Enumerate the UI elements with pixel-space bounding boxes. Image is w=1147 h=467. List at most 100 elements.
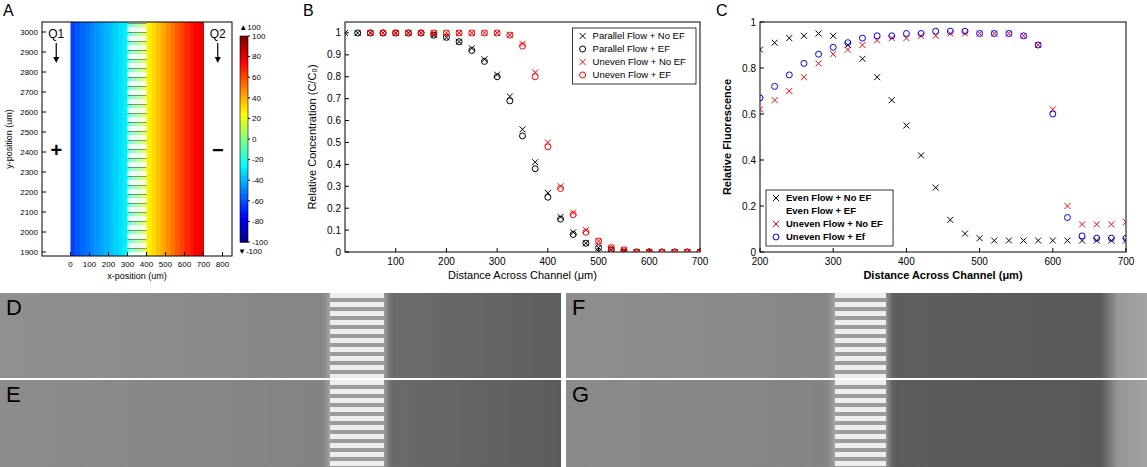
membrane-stripes [128,22,147,256]
y-tick-label: 0.4 [742,155,756,166]
x-tick [146,252,147,256]
legend-label: Parallel Flow + No EF [593,30,685,41]
axes: 0100200300400500600700800190020002100220… [4,22,232,281]
point [659,249,665,252]
y-axis-title: Relative Fluorescence [721,79,733,195]
point [583,240,589,246]
point [456,30,462,36]
point [367,30,373,36]
point [545,144,551,150]
legend: Parallel Flow + No EFParallel Flow + EFU… [573,28,696,84]
point [1064,238,1070,244]
y-tick-label: 0.2 [327,203,341,214]
point [760,47,763,53]
colorbar-tick-label: 0 [252,135,257,144]
y-tick-label: 3000 [20,28,38,37]
field-cell [99,22,104,256]
field-cell [185,22,190,256]
point [1035,42,1041,48]
x-tick-label: 0 [68,260,73,269]
point [456,39,462,45]
point [481,30,487,36]
point [380,30,386,36]
electrode-label: − [212,139,224,161]
point [418,30,424,36]
point [393,30,399,36]
point [621,247,627,252]
point [816,51,822,57]
membrane-image [330,293,384,378]
y-tick [345,252,349,253]
micrograph: G [566,380,1147,467]
y-tick-label: 0.2 [742,201,756,212]
x-tick-label: 400 [898,256,915,267]
point [646,249,652,252]
field-cell [104,22,109,256]
colorbar-tick-label: 20 [252,114,261,123]
points [345,30,700,252]
point [697,249,700,252]
point [646,249,652,252]
y-tick-label: 2600 [20,108,38,117]
y-tick [42,172,46,173]
electrode-label: + [50,139,62,161]
point [859,35,865,41]
point [772,97,778,103]
colorbar-tick-label: -80 [252,217,264,226]
point [977,31,983,37]
panel-label: A [3,2,14,19]
point [469,47,475,53]
colorbar-tick-label: -20 [252,155,264,164]
heatmap [71,22,205,256]
colorbar-tick [248,242,250,243]
image-label: G [572,382,589,408]
point [634,249,640,252]
x-tick-label: 500 [159,260,173,269]
point [889,33,895,39]
point [418,30,424,36]
x-tick-label: 600 [178,260,192,269]
x-tick-label: 600 [1044,256,1061,267]
point [494,30,500,36]
y-tick-label: 2800 [20,68,38,77]
colorbar-tick [248,36,250,37]
point [697,249,700,252]
point [697,249,700,252]
y-tick [42,132,46,133]
field-cell [109,22,114,256]
x-tick [497,248,498,252]
y-tick [760,160,764,161]
colorbar-tick [248,118,250,119]
y-tick-label: 0.6 [742,109,756,120]
point [469,30,475,36]
legend-label: Uneven Flow + No EF [593,56,686,67]
field-cell [71,22,76,256]
point [1094,221,1100,227]
y-tick-label: 2200 [20,188,38,197]
inlet-label: Q1 [48,27,64,41]
point [659,249,665,252]
y-tick [345,142,349,143]
x-tick-label: 100 [387,256,404,267]
y-tick [345,54,349,55]
axes: 20030040050060070000.20.40.60.81Distance… [721,17,1135,282]
y-tick [760,68,764,69]
membrane-image [835,380,886,467]
point [1064,215,1070,221]
colorbar-tick [248,97,250,98]
point [532,166,538,172]
point [1079,221,1085,227]
colorbar-tick [248,200,250,201]
legend-label: Uneven Flow + Ef [786,231,866,242]
field-cell [147,22,152,256]
point [558,185,564,191]
point [380,30,386,36]
x-tick-label: 700 [1118,256,1135,267]
micrograph: E [0,380,561,467]
y-tick [345,230,349,231]
x-tick-label: 700 [692,256,709,267]
point [355,30,361,36]
field-cell [199,22,204,256]
point [1064,203,1070,209]
point [583,229,589,235]
